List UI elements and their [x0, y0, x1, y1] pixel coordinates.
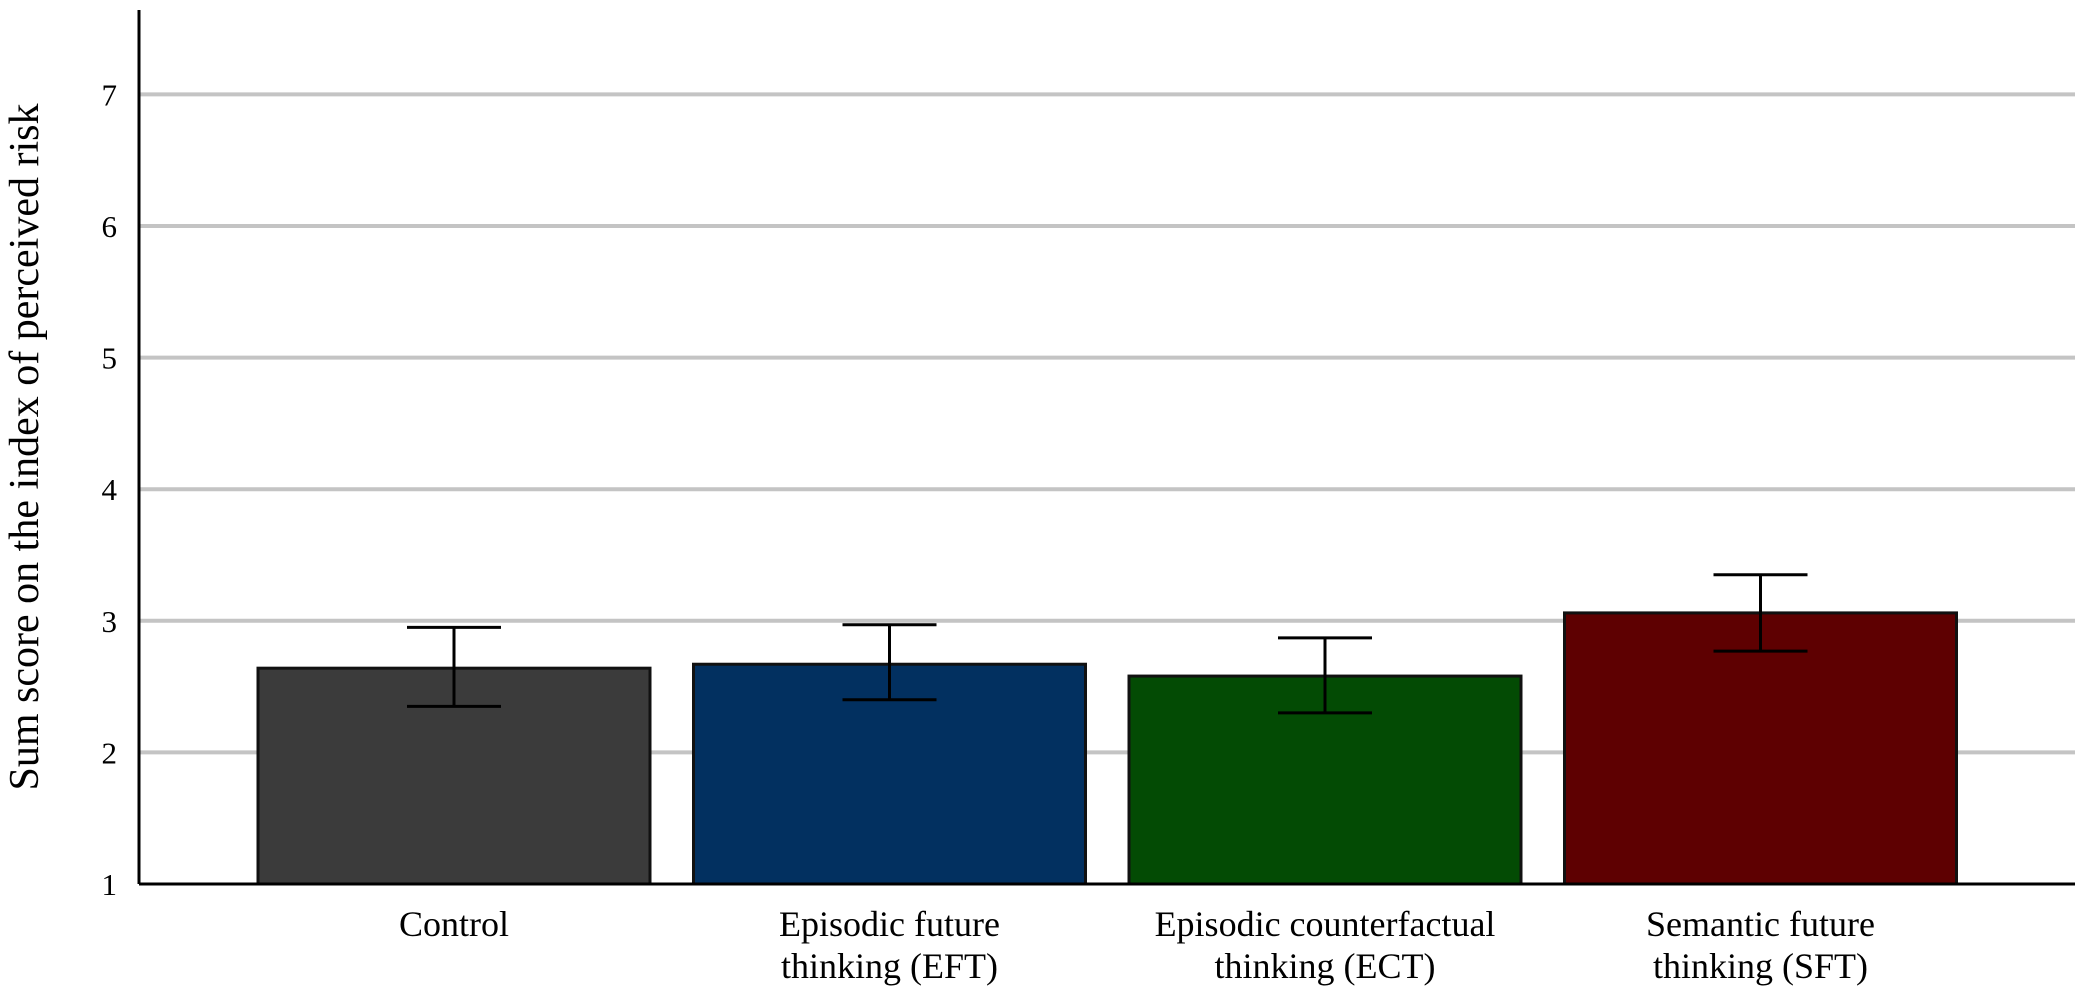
category-label: Control [399, 904, 509, 944]
category-labels: Control Episodic future thinking (EFT) Epis… [399, 904, 1875, 986]
error-bar [407, 625, 501, 708]
bars [256, 611, 1958, 886]
error-bars [407, 573, 1808, 715]
y-tick-label: 5 [102, 341, 118, 376]
axes [137, 10, 2075, 886]
y-tick-label: 2 [102, 735, 118, 770]
category-label: Episodic counterfactual thinking (ECT) [1155, 904, 1496, 986]
y-tick-label: 6 [102, 209, 118, 244]
error-bar [1713, 573, 1808, 653]
error-bar [842, 623, 937, 702]
y-tick-label: 1 [102, 867, 118, 902]
y-tick-labels: 1 2 3 4 5 6 7 [102, 77, 118, 902]
category-label: Episodic future thinking (EFT) [779, 904, 1000, 986]
error-bar [1278, 636, 1372, 715]
y-tick-label: 3 [102, 604, 118, 639]
y-axis-title: Sum score on the index of perceived risk [2, 104, 48, 791]
y-tick-label: 4 [102, 472, 118, 507]
category-label: Semantic future thinking (SFT) [1646, 904, 1875, 986]
y-tick-label: 7 [102, 77, 118, 112]
bar [1563, 611, 1958, 886]
